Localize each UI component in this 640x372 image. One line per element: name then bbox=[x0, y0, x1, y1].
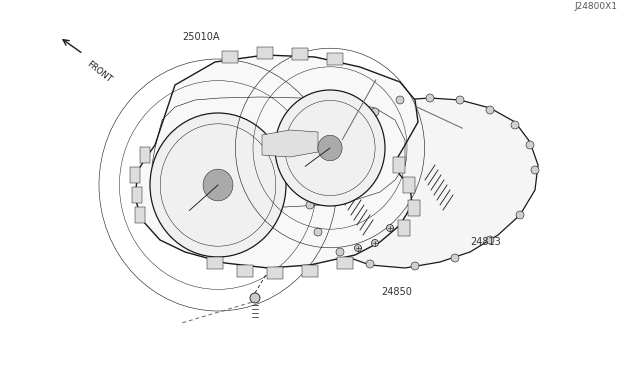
Polygon shape bbox=[262, 130, 318, 157]
Polygon shape bbox=[302, 265, 318, 277]
Text: 24813: 24813 bbox=[470, 237, 501, 247]
Circle shape bbox=[531, 166, 539, 174]
Polygon shape bbox=[267, 267, 283, 279]
Circle shape bbox=[511, 121, 519, 129]
Polygon shape bbox=[337, 257, 353, 269]
Circle shape bbox=[366, 260, 374, 268]
Circle shape bbox=[314, 228, 322, 236]
Circle shape bbox=[387, 224, 394, 231]
Polygon shape bbox=[207, 257, 223, 269]
Polygon shape bbox=[140, 147, 150, 163]
Text: 24850: 24850 bbox=[381, 287, 412, 297]
Polygon shape bbox=[408, 200, 420, 216]
Polygon shape bbox=[135, 55, 418, 268]
Text: FRONT: FRONT bbox=[85, 60, 113, 84]
Circle shape bbox=[426, 94, 434, 102]
Circle shape bbox=[456, 96, 464, 104]
Circle shape bbox=[396, 96, 404, 104]
Circle shape bbox=[371, 108, 379, 116]
Polygon shape bbox=[135, 207, 145, 223]
Polygon shape bbox=[403, 177, 415, 193]
Text: 25010A: 25010A bbox=[182, 32, 220, 42]
Circle shape bbox=[516, 211, 524, 219]
Ellipse shape bbox=[150, 113, 286, 257]
Circle shape bbox=[306, 201, 314, 209]
Polygon shape bbox=[132, 187, 142, 203]
Ellipse shape bbox=[275, 90, 385, 206]
Circle shape bbox=[355, 244, 362, 251]
Circle shape bbox=[486, 106, 494, 114]
Circle shape bbox=[250, 293, 260, 303]
Polygon shape bbox=[310, 98, 538, 268]
Polygon shape bbox=[327, 53, 343, 65]
Ellipse shape bbox=[318, 135, 342, 161]
Polygon shape bbox=[398, 220, 410, 236]
Polygon shape bbox=[130, 167, 140, 183]
Circle shape bbox=[526, 141, 534, 149]
Circle shape bbox=[336, 248, 344, 256]
Circle shape bbox=[371, 240, 378, 247]
Circle shape bbox=[451, 254, 459, 262]
Text: J24800X1: J24800X1 bbox=[575, 2, 618, 11]
Polygon shape bbox=[237, 265, 253, 277]
Ellipse shape bbox=[203, 169, 233, 201]
Polygon shape bbox=[292, 48, 308, 60]
Circle shape bbox=[486, 236, 494, 244]
Polygon shape bbox=[257, 47, 273, 59]
Polygon shape bbox=[222, 51, 238, 63]
Circle shape bbox=[411, 262, 419, 270]
Polygon shape bbox=[393, 157, 405, 173]
